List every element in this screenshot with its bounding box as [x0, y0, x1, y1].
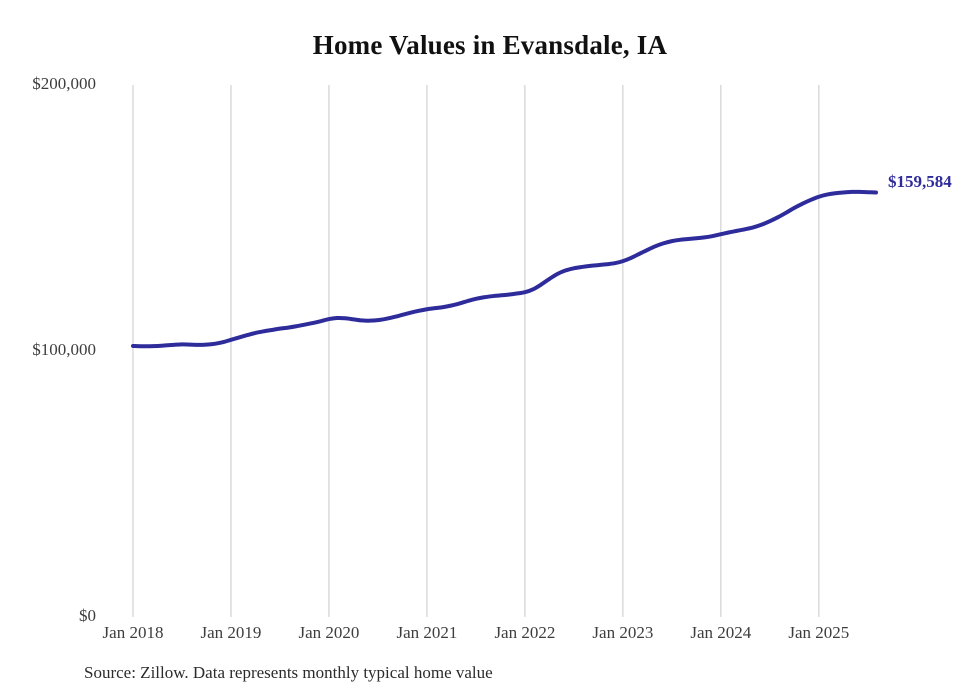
x-tick-label-4: Jan 2022: [494, 623, 556, 642]
y-tick-label-1: $100,000: [32, 340, 96, 359]
gridlines: [132, 85, 820, 617]
x-tick-label-5: Jan 2023: [592, 623, 654, 642]
home-value-line: [131, 189, 878, 349]
x-tick-label-1: Jan 2019: [200, 623, 262, 642]
end-value-label: $159,584: [888, 171, 952, 191]
x-tick-label-0: Jan 2018: [102, 623, 164, 642]
x-tick-label-2: Jan 2020: [298, 623, 360, 642]
chart-title: Home Values in Evansdale, IA: [312, 30, 668, 60]
x-tick-label-3: Jan 2021: [396, 623, 458, 642]
source-note: Source: Zillow. Data represents monthly …: [84, 663, 493, 682]
x-tick-label-7: Jan 2025: [788, 623, 850, 642]
x-tick-label-6: Jan 2024: [690, 623, 752, 642]
y-tick-label-2: $200,000: [32, 74, 96, 93]
y-tick-label-0: $0: [79, 606, 96, 625]
